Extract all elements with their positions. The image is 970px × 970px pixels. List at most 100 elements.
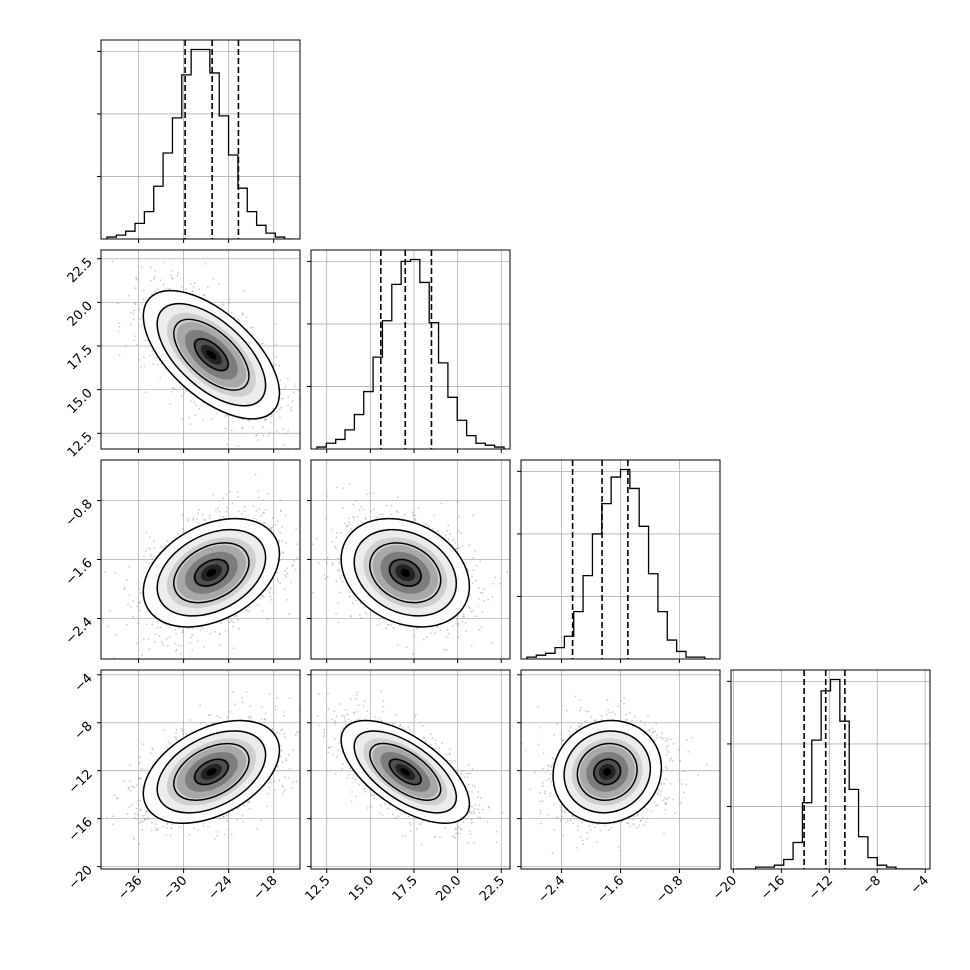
scatter-point (336, 557, 339, 560)
scatter-point (135, 276, 138, 279)
marginal-hist-1-plot-area (311, 250, 510, 449)
scatter-point (276, 520, 279, 523)
scatter-point (170, 269, 173, 272)
scatter-point (141, 654, 143, 656)
scatter-point (359, 602, 362, 605)
scatter-point (278, 732, 281, 734)
y-tick-label: 15.0 (65, 386, 96, 417)
scatter-point (222, 497, 225, 500)
scatter-point (264, 419, 267, 421)
scatter-point (369, 510, 372, 513)
scatter-point (170, 274, 172, 277)
scatter-point (268, 591, 271, 594)
y-tick-label: 12.5 (65, 430, 96, 461)
scatter-point (311, 591, 314, 594)
scatter-point (381, 513, 383, 515)
scatter-point (350, 529, 353, 532)
scatter-point (295, 556, 298, 559)
scatter-point (228, 621, 231, 624)
scatter-point (363, 606, 366, 609)
scatter-point (287, 776, 290, 779)
scatter-point (347, 517, 350, 520)
scatter-point (107, 625, 110, 628)
scatter-point (228, 298, 231, 301)
scatter-point (191, 627, 194, 630)
scatter-point (446, 628, 448, 631)
scatter-point (312, 543, 314, 546)
scatter-point (270, 781, 272, 784)
scatter-point (352, 515, 354, 518)
scatter-point (192, 517, 195, 520)
scatter-point (364, 518, 367, 520)
scatter-point (282, 785, 284, 788)
scatter-point (200, 629, 202, 631)
scatter-point (137, 622, 140, 624)
scatter-point (291, 565, 294, 567)
scatter-point (168, 287, 171, 290)
scatter-point (462, 613, 465, 616)
scatter-point (197, 522, 200, 525)
scatter-point (191, 649, 194, 651)
scatter-point (257, 490, 259, 493)
scatter-point (196, 640, 199, 642)
scatter-point (232, 810, 235, 812)
scatter-point (455, 622, 458, 625)
scatter-point (286, 567, 289, 569)
scatter-point (233, 647, 235, 650)
scatter-point (147, 638, 150, 640)
scatter-point (125, 623, 128, 626)
pair-3-0-plot-area (101, 670, 300, 869)
scatter-point (264, 418, 266, 421)
scatter-point (125, 579, 128, 581)
scatter-point (445, 636, 448, 638)
scatter-point (218, 283, 221, 285)
scatter-point (443, 648, 446, 651)
scatter-point (334, 545, 336, 548)
scatter-point (197, 829, 200, 831)
scatter-point (396, 644, 399, 646)
scatter-point (153, 277, 155, 280)
scatter-point (482, 599, 485, 602)
scatter-point (245, 316, 248, 318)
scatter-point (226, 443, 229, 446)
scatter-point (132, 318, 135, 321)
scatter-point (244, 510, 246, 512)
scatter-point (214, 509, 217, 512)
scatter-point (192, 518, 195, 521)
scatter-point (427, 525, 430, 528)
scatter-point (490, 642, 493, 644)
scatter-point (191, 633, 194, 636)
contour-line (340, 517, 471, 628)
scatter-point (167, 644, 169, 647)
scatter-point (349, 595, 351, 598)
scatter-point (204, 263, 207, 265)
scatter-point (385, 504, 388, 507)
scatter-point (162, 643, 164, 646)
scatter-point (326, 562, 328, 564)
scatter-point (294, 568, 297, 571)
scatter-point (222, 515, 225, 518)
scatter-point (452, 539, 455, 542)
scatter-point (385, 627, 388, 630)
scatter-point (263, 522, 266, 524)
scatter-point (348, 523, 351, 525)
scatter-point (133, 302, 136, 305)
marginal-hist-0-plot-area (101, 40, 300, 239)
scatter-point (174, 642, 176, 645)
scatter-point (202, 418, 205, 421)
scatter-point (261, 595, 263, 597)
scatter-point (192, 285, 195, 288)
scatter-point (149, 555, 152, 558)
scatter-point (149, 266, 152, 269)
scatter-point (472, 569, 475, 571)
scatter-point (129, 311, 132, 314)
y-tick-label: −0.8 (63, 497, 96, 530)
scatter-point (191, 290, 194, 292)
scatter-point (412, 514, 415, 517)
scatter-point (386, 623, 389, 626)
scatter-point (254, 473, 257, 476)
scatter-point (468, 606, 470, 609)
scatter-point (133, 838, 135, 841)
pair-1-0-plot-area (101, 250, 300, 449)
scatter-point (185, 390, 188, 392)
